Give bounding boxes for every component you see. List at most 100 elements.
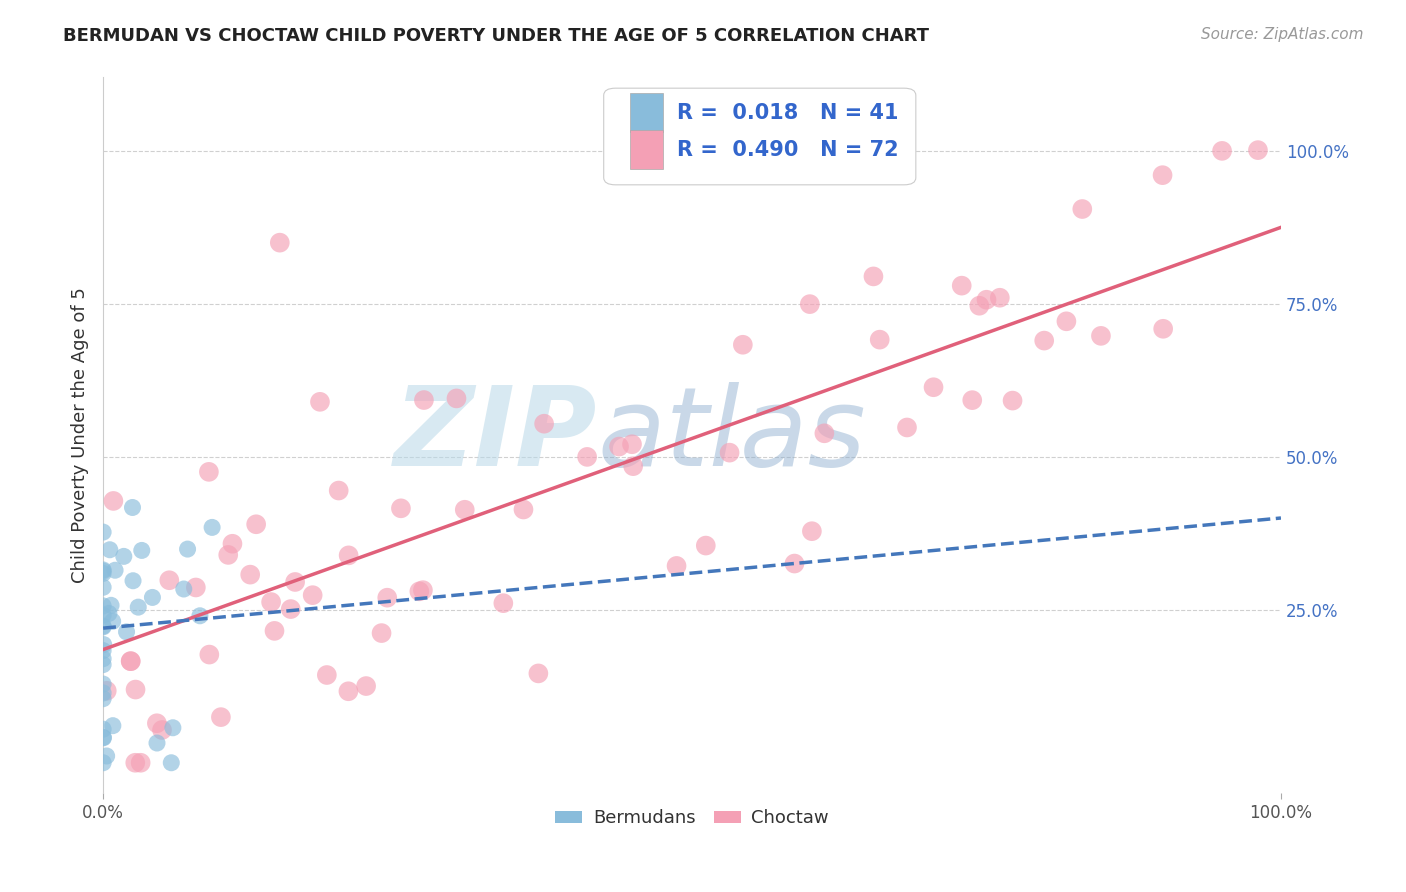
Point (91, 580, 114, 594)
Point (412, 583, 434, 598)
Point (408, 584, 430, 599)
Point (176, 542, 198, 557)
Point (1211, 144, 1233, 158)
Point (209, 710, 232, 724)
Point (533, 417, 555, 431)
Point (91, 620, 114, 634)
Point (100, 599, 122, 613)
Point (120, 654, 142, 668)
Point (198, 465, 221, 479)
Point (337, 684, 360, 698)
Point (157, 573, 180, 587)
Point (93, 731, 115, 745)
Point (446, 392, 468, 406)
Point (269, 235, 291, 250)
Point (962, 393, 984, 408)
Point (280, 602, 302, 616)
Point (91, 643, 114, 657)
Point (91, 677, 114, 691)
Point (141, 591, 163, 605)
Point (896, 420, 918, 434)
Point (1090, 329, 1112, 343)
Point (91, 731, 114, 745)
Point (576, 450, 599, 464)
FancyBboxPatch shape (630, 93, 662, 132)
Point (799, 297, 821, 311)
Point (91, 619, 114, 633)
Point (112, 549, 135, 564)
Point (263, 624, 285, 638)
Point (869, 333, 891, 347)
FancyBboxPatch shape (630, 130, 662, 169)
Point (131, 543, 153, 558)
Point (146, 736, 169, 750)
Point (731, 337, 754, 351)
Point (127, 600, 149, 615)
Point (184, 581, 207, 595)
Text: Source: ZipAtlas.com: Source: ZipAtlas.com (1201, 27, 1364, 42)
Point (862, 269, 884, 284)
Text: BERMUDAN VS CHOCTAW CHILD POVERTY UNDER THE AGE OF 5 CORRELATION CHART: BERMUDAN VS CHOCTAW CHILD POVERTY UNDER … (63, 27, 929, 45)
Point (91, 651, 114, 665)
Point (1152, 322, 1174, 336)
Point (389, 501, 412, 516)
Point (91, 563, 114, 577)
Point (950, 278, 973, 293)
Point (1247, 143, 1270, 157)
Point (621, 437, 644, 451)
Point (124, 756, 146, 770)
Point (96, 683, 118, 698)
Point (121, 500, 143, 515)
Point (800, 524, 823, 539)
Point (976, 293, 998, 307)
Point (217, 548, 239, 562)
Point (245, 517, 267, 532)
Point (221, 537, 243, 551)
Point (783, 557, 806, 571)
Point (98, 542, 121, 557)
Point (695, 539, 717, 553)
Point (988, 291, 1011, 305)
Point (97, 607, 120, 621)
Point (91, 608, 114, 623)
Text: ZIP: ZIP (394, 382, 598, 489)
Point (122, 574, 145, 588)
Point (665, 558, 688, 573)
Text: atlas: atlas (598, 382, 866, 489)
Point (284, 574, 307, 589)
Point (413, 392, 436, 407)
Point (160, 756, 183, 770)
Point (1033, 334, 1056, 348)
Point (607, 440, 630, 454)
Point (91, 686, 114, 700)
Point (91, 691, 114, 706)
Point (173, 582, 195, 596)
Point (969, 299, 991, 313)
Point (454, 502, 477, 516)
Point (718, 445, 741, 459)
Point (91, 599, 114, 613)
Point (101, 719, 124, 733)
Legend: Bermudans, Choctaw: Bermudans, Choctaw (548, 802, 837, 834)
Point (120, 654, 142, 668)
Point (104, 563, 127, 577)
Text: R =  0.490   N = 72: R = 0.490 N = 72 (676, 140, 898, 160)
Point (115, 624, 138, 639)
Point (1152, 168, 1174, 182)
Point (370, 626, 392, 640)
Point (354, 679, 377, 693)
Point (328, 483, 350, 498)
Point (101, 615, 124, 629)
Point (91, 756, 114, 770)
Point (96, 749, 118, 764)
Point (91, 566, 114, 581)
Point (301, 588, 323, 602)
Point (337, 549, 360, 563)
Point (239, 567, 262, 582)
FancyBboxPatch shape (603, 88, 915, 185)
Point (309, 394, 332, 409)
Point (315, 668, 337, 682)
Point (146, 716, 169, 731)
Point (150, 723, 173, 737)
Point (922, 380, 945, 394)
